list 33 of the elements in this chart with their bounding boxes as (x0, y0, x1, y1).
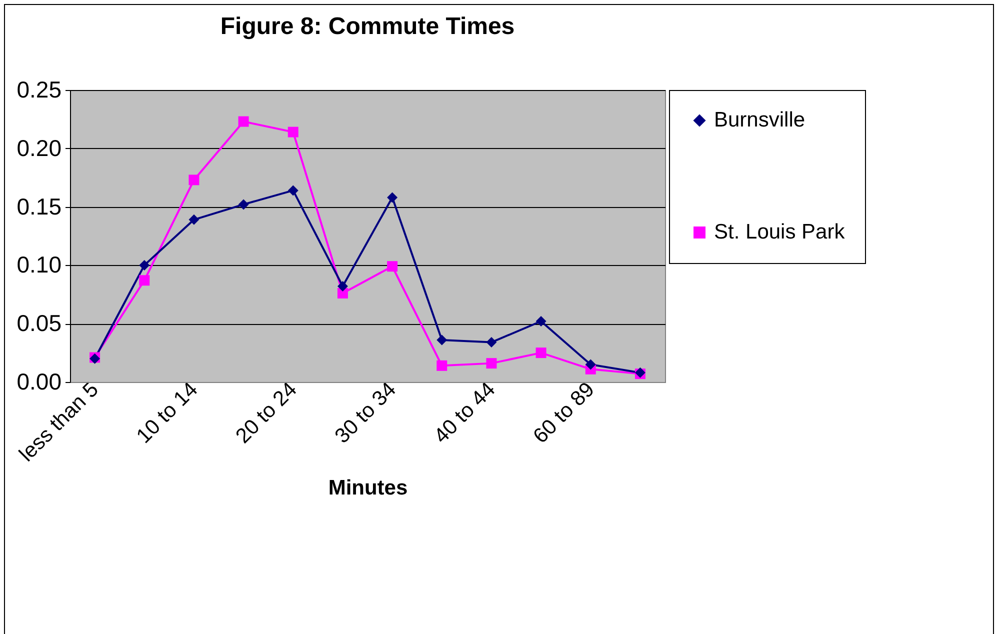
y-tick-label: 0.00 (16, 368, 62, 394)
legend-label: St. Louis Park (714, 220, 846, 244)
point (238, 199, 249, 210)
x-tick-label: 20 to 24 (231, 378, 302, 448)
point (337, 280, 348, 292)
y-tick-label: 0.15 (16, 193, 62, 220)
point (436, 360, 448, 371)
point (486, 358, 497, 369)
y-tick-label: 0.25 (16, 76, 62, 102)
point (387, 261, 398, 272)
point (188, 214, 200, 225)
x-tick-label: 40 to 44 (430, 378, 500, 448)
point (585, 359, 596, 370)
point (536, 348, 546, 358)
point (288, 126, 298, 138)
y-tick-label: 0.05 (16, 310, 62, 336)
point (139, 275, 150, 286)
x-tick-label: 60 to 89 (528, 378, 599, 448)
y-tick-label: 0.10 (16, 252, 62, 278)
point (536, 316, 546, 327)
x-axis-title: Minutes (328, 476, 408, 500)
chart-title: Figure 8: Commute Times (220, 13, 515, 40)
point (238, 116, 249, 127)
point (486, 337, 497, 348)
point (188, 174, 200, 186)
legend-label: Burnsville (714, 108, 806, 132)
point (387, 192, 398, 203)
point (436, 334, 448, 346)
point (139, 260, 150, 270)
point (288, 185, 298, 196)
y-tick-label: 0.20 (16, 134, 62, 161)
x-tick-label: 30 to 34 (330, 378, 401, 448)
x-tick-label: 10 to 14 (132, 378, 202, 448)
